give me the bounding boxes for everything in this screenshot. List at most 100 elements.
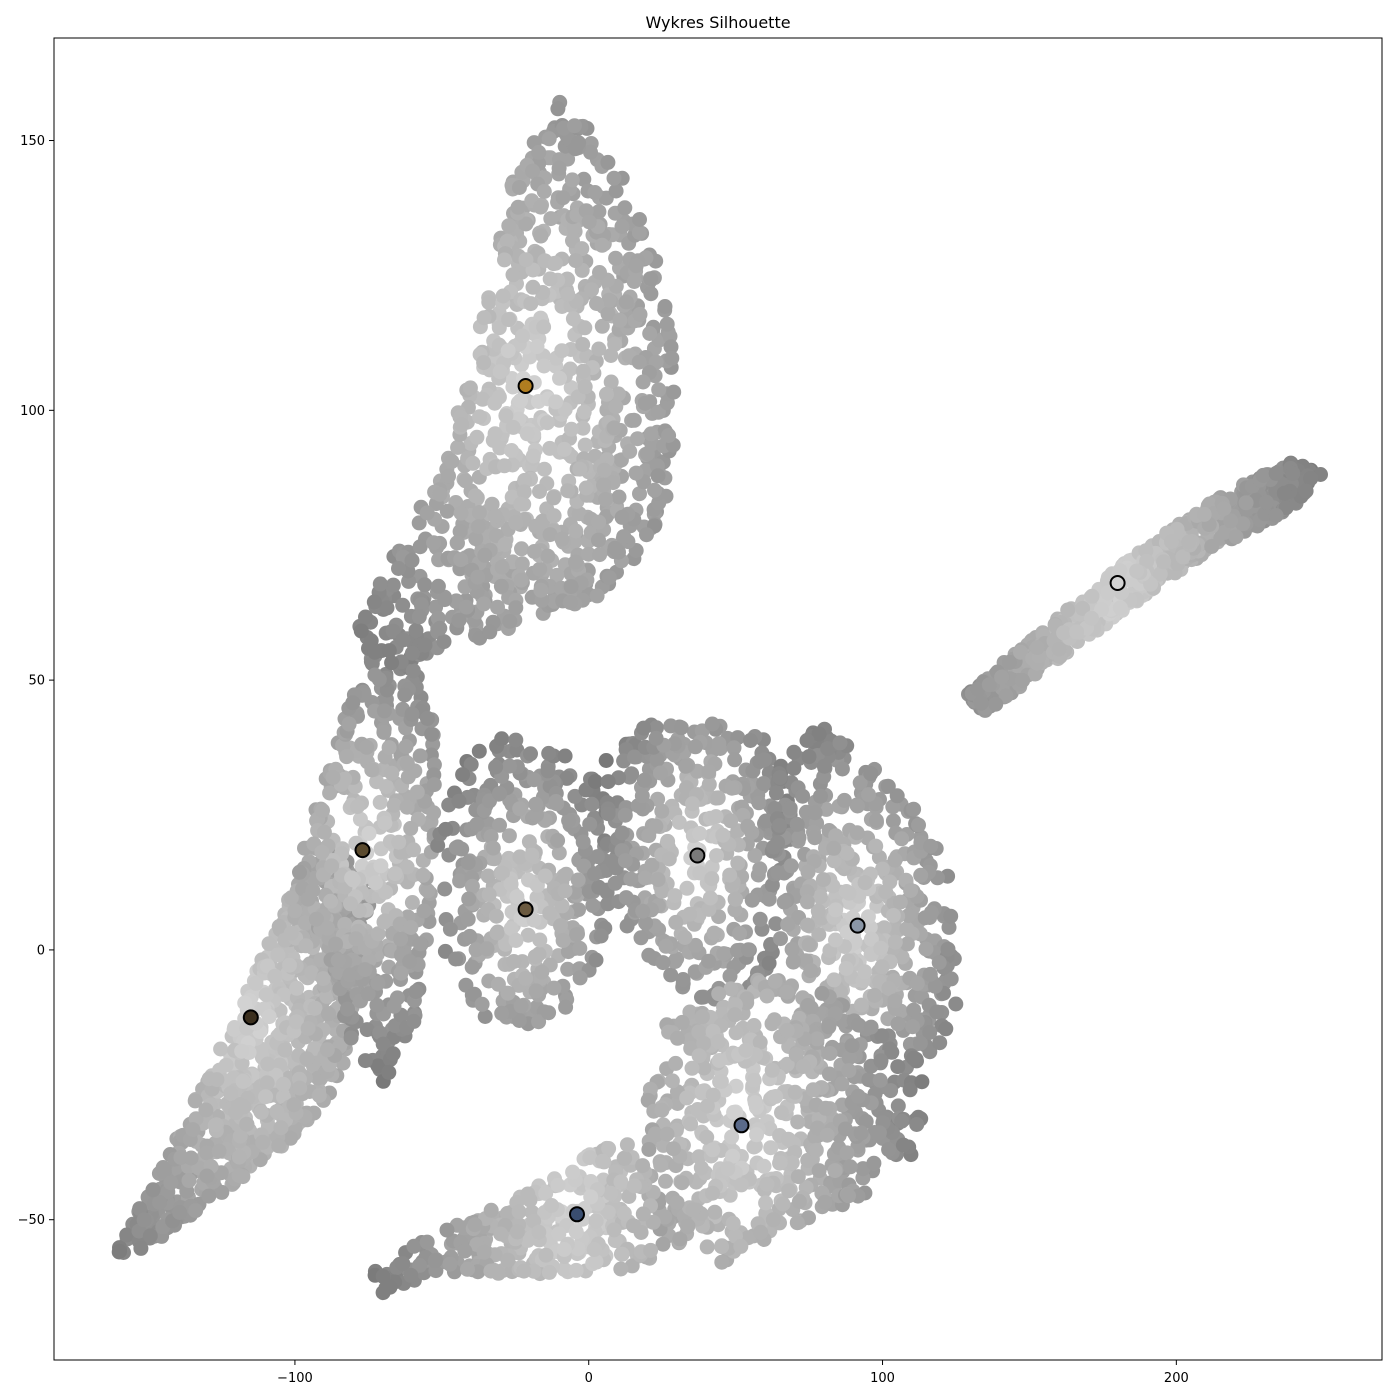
data-point — [592, 265, 607, 280]
data-point — [450, 439, 466, 455]
data-point — [465, 455, 481, 471]
data-point — [1258, 494, 1274, 510]
data-point — [426, 535, 442, 551]
data-point — [385, 623, 401, 639]
data-point — [541, 131, 557, 147]
data-point — [419, 710, 435, 726]
data-point — [239, 1116, 255, 1132]
data-point — [654, 803, 670, 819]
data-point — [539, 415, 555, 431]
data-point — [650, 404, 666, 420]
data-point — [503, 921, 519, 937]
data-point — [514, 556, 530, 572]
data-point — [774, 1105, 789, 1121]
data-point — [406, 1013, 422, 1029]
data-point — [726, 740, 742, 756]
data-point — [757, 752, 772, 768]
data-point — [357, 1053, 373, 1069]
data-point — [811, 927, 827, 942]
data-point — [533, 582, 549, 598]
data-point — [500, 985, 516, 1001]
data-point — [389, 990, 405, 1006]
data-point — [766, 1012, 782, 1028]
data-point — [501, 218, 517, 234]
data-point — [571, 902, 586, 918]
data-point — [378, 1280, 394, 1296]
data-point — [307, 1000, 323, 1016]
data-point — [563, 421, 579, 437]
data-point — [740, 942, 756, 958]
data-point — [617, 1150, 633, 1166]
data-point — [764, 877, 780, 893]
data-point — [529, 807, 544, 823]
data-point — [271, 1138, 287, 1154]
data-point — [185, 1122, 201, 1138]
data-point — [838, 961, 854, 976]
data-point — [800, 1152, 816, 1168]
data-point — [616, 1205, 632, 1221]
data-point — [364, 762, 380, 778]
data-point — [905, 1019, 921, 1035]
data-point — [468, 531, 484, 547]
data-point — [994, 669, 1010, 685]
data-point — [260, 1056, 276, 1072]
data-point — [379, 600, 395, 616]
data-point — [519, 426, 535, 442]
data-point — [432, 486, 448, 502]
data-point — [752, 861, 768, 877]
data-point — [470, 569, 486, 585]
data-point — [378, 779, 394, 794]
data-point — [591, 514, 607, 530]
data-point — [438, 821, 454, 837]
data-point — [746, 1072, 762, 1088]
data-point — [667, 888, 683, 904]
data-point — [564, 172, 580, 188]
data-point — [497, 458, 512, 474]
data-point — [626, 1178, 642, 1194]
data-point — [600, 774, 616, 790]
data-point — [518, 216, 534, 232]
data-point — [636, 720, 652, 736]
data-point — [790, 1114, 806, 1130]
data-point — [791, 830, 807, 845]
data-point — [626, 1218, 641, 1234]
data-point — [684, 1060, 700, 1076]
data-point — [363, 633, 379, 649]
data-point — [906, 1050, 922, 1066]
data-point — [714, 1239, 730, 1255]
data-point — [815, 872, 831, 888]
data-point — [694, 989, 709, 1005]
data-point — [542, 271, 558, 287]
data-point — [439, 503, 455, 519]
data-point — [1100, 585, 1116, 601]
data-point — [608, 399, 624, 415]
data-point — [430, 838, 446, 853]
data-point — [283, 890, 299, 906]
data-point — [376, 914, 392, 930]
data-point — [253, 1104, 269, 1120]
data-point — [691, 1048, 707, 1064]
data-point — [885, 908, 901, 923]
data-point — [635, 903, 651, 919]
data-point — [490, 976, 506, 992]
data-point — [378, 884, 394, 900]
data-point — [453, 505, 469, 521]
data-point — [827, 1163, 843, 1179]
data-point — [659, 316, 675, 332]
x-axis: −100 0 100 200 — [277, 1360, 1189, 1386]
data-point — [876, 920, 892, 936]
data-point — [112, 1243, 128, 1259]
data-point — [658, 938, 674, 954]
data-point — [568, 1262, 584, 1278]
data-point — [614, 825, 630, 841]
data-point — [198, 1102, 214, 1118]
data-point — [275, 1076, 291, 1092]
data-point — [948, 996, 964, 1012]
data-point — [713, 1074, 729, 1089]
data-point — [413, 597, 429, 613]
data-point — [746, 1139, 762, 1155]
data-point — [772, 818, 787, 833]
data-point — [372, 794, 388, 810]
data-point — [691, 1024, 707, 1040]
data-point — [508, 933, 524, 948]
